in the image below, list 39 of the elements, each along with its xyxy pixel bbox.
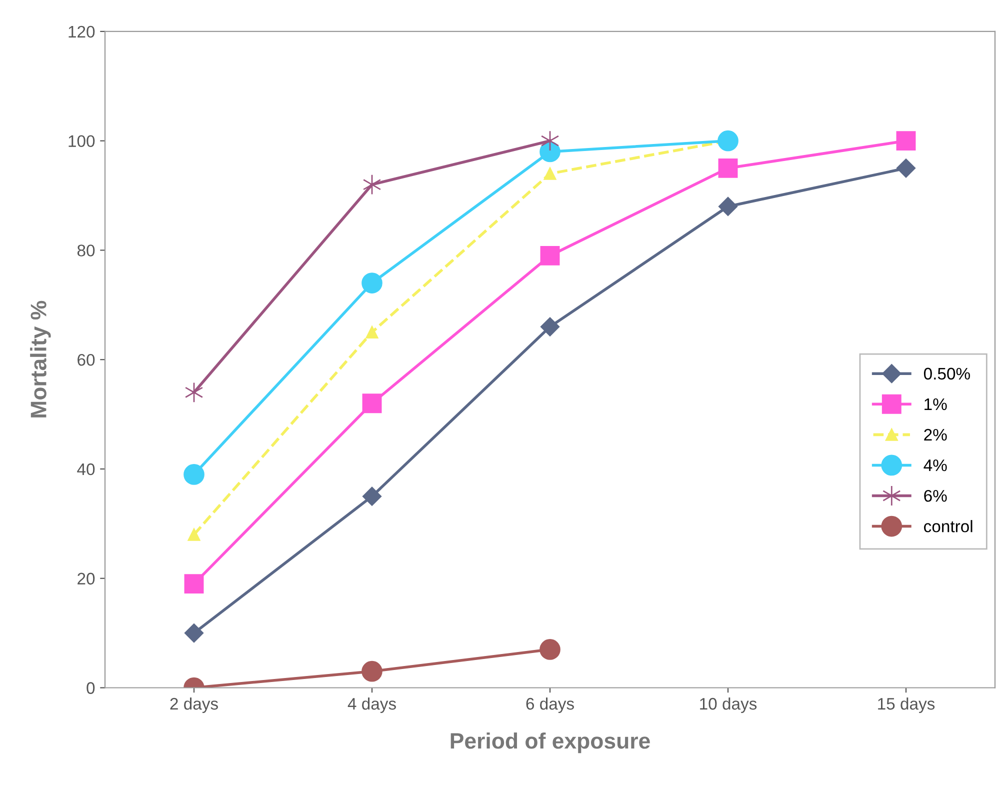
- x-tick-label: 6 days: [526, 697, 574, 714]
- point: [362, 660, 382, 682]
- legend-label: control: [924, 520, 972, 532]
- legend-label: 1%: [924, 398, 947, 410]
- point: [540, 639, 560, 660]
- point: [184, 574, 204, 594]
- point: [718, 130, 738, 152]
- legend-label: 2%: [924, 428, 947, 441]
- y-tick-label: 120: [68, 26, 95, 38]
- x-tick-label: 4 days: [348, 697, 396, 714]
- y-tick-label: 20: [78, 572, 95, 585]
- y-tick-label: 40: [77, 463, 95, 476]
- x-tick-label: 2 days: [170, 697, 218, 714]
- point: [184, 464, 204, 485]
- y-tick-label: 60: [78, 354, 95, 366]
- y-tick-label: 100: [68, 135, 95, 148]
- y-tick-label: 80: [77, 244, 95, 256]
- x-axis-title: Period of exposure: [450, 732, 650, 754]
- point: [184, 624, 204, 643]
- legend-label: 0.50%: [924, 368, 970, 380]
- point: [540, 141, 560, 162]
- point: [540, 317, 560, 336]
- point: [366, 326, 378, 338]
- y-tick-label: 0: [86, 682, 95, 694]
- point: [718, 158, 738, 178]
- point: [188, 528, 200, 541]
- point: [896, 158, 916, 178]
- point: [896, 131, 916, 151]
- y-axis-title: Mortality %: [30, 300, 51, 418]
- point: [362, 394, 382, 414]
- point: [544, 167, 556, 180]
- point: [362, 272, 382, 294]
- point: [540, 246, 560, 266]
- point: [718, 196, 738, 216]
- x-tick-label: 10 days: [700, 697, 757, 714]
- legend-label: 6%: [924, 490, 947, 502]
- x-tick-label: 15 days: [878, 697, 935, 714]
- point: [362, 486, 382, 506]
- legend-label: 4%: [924, 459, 947, 472]
